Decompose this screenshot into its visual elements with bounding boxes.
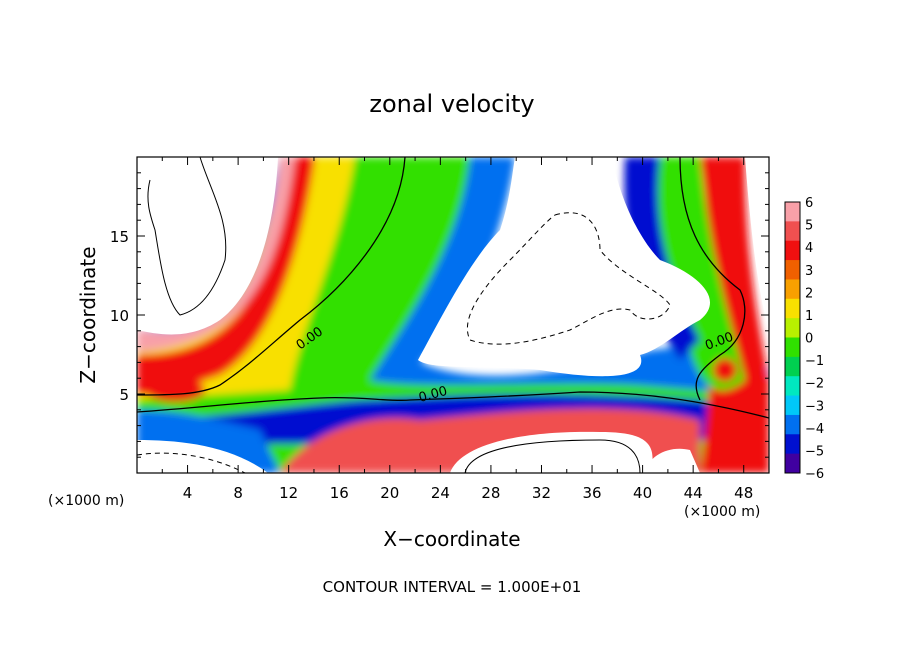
colorbar-tick-label: 0: [805, 332, 813, 347]
colorbar-tick-label: 5: [805, 219, 813, 234]
x-tick-label: 44: [684, 484, 703, 502]
colorbar-swatch: [785, 453, 800, 474]
field-red-spot-left: [145, 378, 205, 402]
colorbar-swatch: [785, 318, 800, 338]
y-tick-label: 15: [110, 228, 129, 246]
colorbar-swatch: [785, 337, 800, 358]
x-tick-label: 12: [279, 484, 298, 502]
solid-contour-upper-left: [147, 157, 227, 316]
velocity-field: [137, 157, 769, 473]
colorbar-swatch: [785, 414, 800, 435]
contour-interval-note: CONTOUR INTERVAL = 1.000E+01: [323, 578, 582, 596]
x-tick-label: 48: [734, 484, 753, 502]
x-tick-label: 20: [380, 484, 399, 502]
colorbar-swatch: [785, 376, 800, 397]
colorbar-swatch: [785, 279, 800, 300]
colorbar-frame: [784, 201, 801, 474]
x-tick-label: 40: [633, 484, 652, 502]
colorbar-swatch: [785, 260, 800, 280]
x-tick-label: 36: [582, 484, 601, 502]
field-red: [137, 157, 315, 395]
colorbar-tick-label: 3: [805, 264, 813, 279]
colorbar-tick-label: 4: [805, 241, 813, 256]
colorbar-tick-label: −4: [805, 422, 824, 437]
colorbar-swatch: [785, 202, 800, 222]
colorbar-tick-label: −2: [805, 377, 824, 392]
y-axis-ticks: 5 10 15: [110, 172, 769, 458]
y-axis-label: Z−coordinate: [76, 246, 100, 383]
contour-label: 0.00: [417, 384, 449, 406]
x-tick-label: 28: [481, 484, 500, 502]
y-tick-label: 10: [110, 307, 129, 325]
x-units-left: (×1000 m): [48, 493, 124, 509]
colorbar: 6 5 4 3 2 1 0 −1 −2 −3 −4 −5 −6: [784, 196, 824, 482]
white-region-bottom-right: [645, 448, 700, 473]
field-right-red-band: [700, 157, 769, 473]
dashed-contour-bottom-left: [137, 452, 246, 473]
colorbar-swatch: [785, 298, 800, 319]
colorbar-swatch: [785, 221, 800, 242]
zero-contour-diagonal: [137, 157, 406, 396]
white-region-center: [418, 157, 711, 377]
zero-contour-right: [679, 157, 746, 401]
field-red-spot-right: [713, 358, 737, 382]
colorbar-tick-label: −3: [805, 399, 824, 414]
colorbar-swatch: [785, 395, 800, 416]
x-tick-label: 4: [183, 484, 193, 502]
x-axis-ticks: 4 8 12 16 20 24 28 32 36 40 44 48: [161, 157, 753, 502]
x-tick-label: 16: [330, 484, 349, 502]
zero-contour-lower: [137, 391, 769, 419]
colorbar-swatch: [785, 356, 800, 377]
x-units-right: (×1000 m): [684, 504, 760, 520]
y-tick-label: 5: [119, 386, 129, 404]
field-right-green-band: [654, 157, 745, 390]
colorbar-swatch: [785, 434, 800, 455]
white-region-bottom-left: [137, 440, 268, 473]
white-region-upper-left: [137, 157, 278, 335]
white-region-right-strip: [745, 157, 769, 330]
x-tick-label: 8: [233, 484, 243, 502]
colorbar-swatch: [785, 240, 800, 261]
colorbar-tick-label: −1: [805, 354, 824, 369]
x-tick-label: 32: [532, 484, 551, 502]
dashed-contour-center: [466, 212, 671, 345]
chart-title: zonal velocity: [369, 90, 534, 118]
white-region-bottom-center: [450, 431, 653, 473]
solid-contour-bottom-center: [464, 439, 641, 473]
colorbar-tick-label: 6: [805, 196, 813, 211]
colorbar-tick-label: −6: [805, 467, 824, 482]
x-tick-label: 24: [431, 484, 450, 502]
x-axis-label: X−coordinate: [383, 527, 520, 551]
colorbar-tick-label: 1: [805, 309, 813, 324]
colorbar-tick-label: 2: [805, 286, 813, 301]
colorbar-tick-label: −5: [805, 444, 824, 459]
